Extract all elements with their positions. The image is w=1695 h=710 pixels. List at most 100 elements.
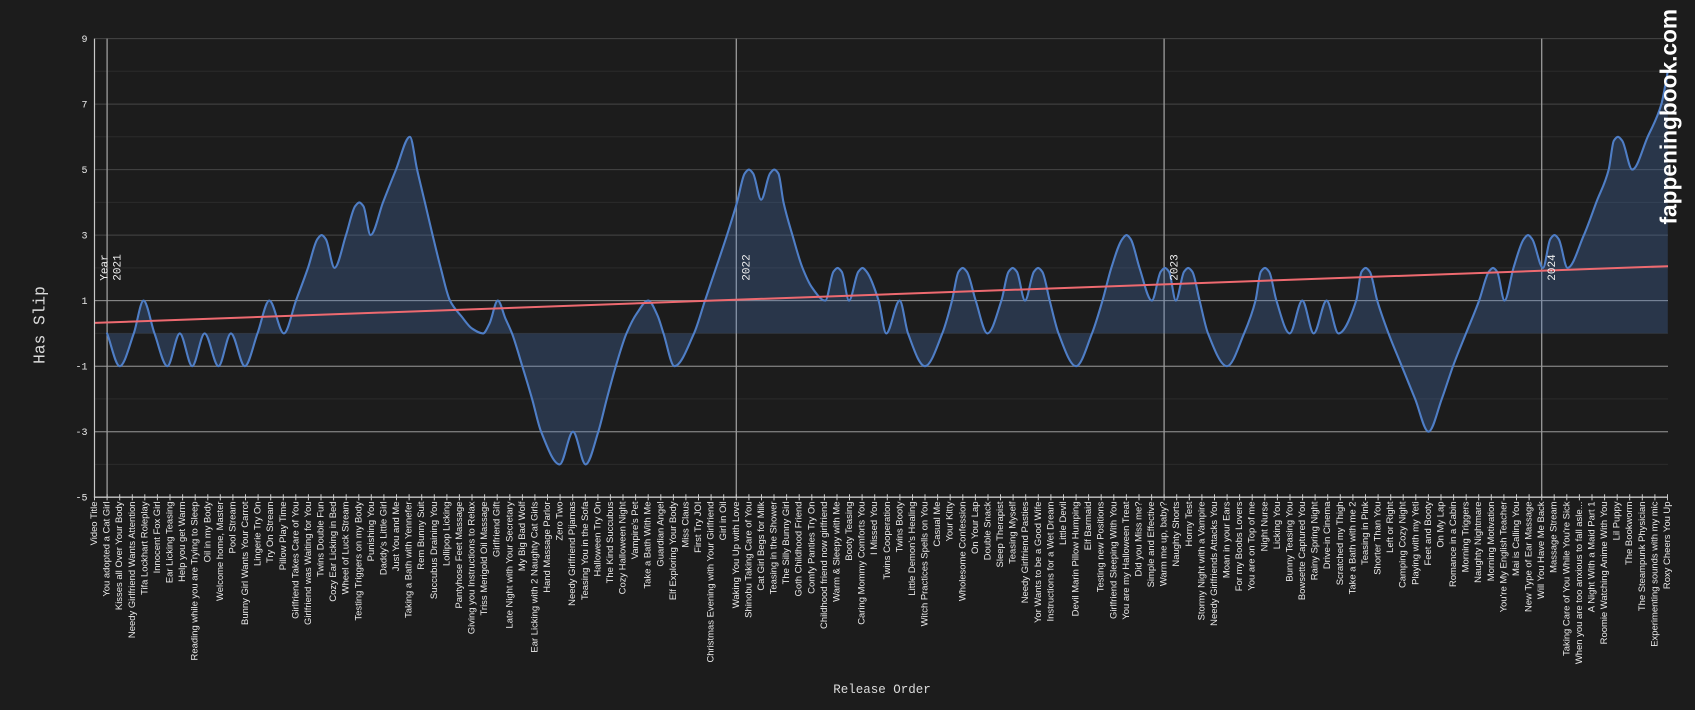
svg-text:Feet and Booty: Feet and Booty [1423,501,1434,565]
svg-text:Late Night with Your Secretary: Late Night with Your Secretary [504,501,515,628]
svg-text:Childhood friend now girlfrien: Childhood friend now girlfriend [819,502,830,629]
svg-text:Succubus Draining You: Succubus Draining You [429,502,440,600]
svg-text:Bunny Teasing You: Bunny Teasing You [1285,502,1296,582]
svg-text:3: 3 [81,232,87,243]
svg-text:Video Title: Video Title [89,502,100,546]
svg-text:The Bookworm: The Bookworm [1624,501,1635,565]
svg-text:Vampire's Pet: Vampire's Pet [630,501,641,559]
svg-text:Cat Girl Begs for Milk: Cat Girl Begs for Milk [756,501,767,590]
svg-text:Zero Two: Zero Two [555,502,566,541]
svg-text:Cozy Ear Licking in Bed: Cozy Ear Licking in Bed [328,502,339,602]
svg-text:Needy Girlfriends Attacks You: Needy Girlfriends Attacks You [1209,502,1220,626]
svg-text:Left or Right: Left or Right [1385,501,1396,553]
svg-text:Licking You: Licking You [1272,502,1283,550]
svg-text:You're My English Teacher: You're My English Teacher [1498,502,1509,613]
svg-text:Tifa Lockhart Roleplay: Tifa Lockhart Roleplay [139,501,150,595]
svg-text:Moan in your Ears: Moan in your Ears [1222,501,1233,578]
svg-text:Giving you Instructions to Rel: Giving you Instructions to Relax [467,501,478,634]
svg-text:Bowsette Captured You: Bowsette Captured You [1297,502,1308,601]
svg-text:Roxy Cheers You Up: Roxy Cheers You Up [1662,502,1673,590]
svg-text:Booty Teasing: Booty Teasing [844,502,855,561]
svg-text:Welcome home, Master: Welcome home, Master [215,502,226,601]
svg-text:Caring Mommy Comforts You: Caring Mommy Comforts You [857,502,868,625]
svg-text:Girlfriend was Waiting for You: Girlfriend was Waiting for You [303,502,314,625]
svg-text:Night Nurse: Night Nurse [1259,502,1270,552]
svg-text:9: 9 [81,35,87,46]
svg-text:Take a Bath with me 2: Take a Bath with me 2 [1347,502,1358,595]
svg-text:Halloween Try On: Halloween Try On [592,502,603,577]
svg-text:Girl in Oil: Girl in Oil [718,502,729,541]
svg-text:-5: -5 [75,494,87,505]
svg-text:Did you Miss me?: Did you Miss me? [1134,502,1145,577]
svg-text:Morning Motivation: Morning Motivation [1486,502,1497,582]
svg-text:Help you get Warm: Help you get Warm [177,501,188,582]
svg-text:Ear Licking Teasing: Ear Licking Teasing [165,502,176,584]
svg-text:Cozy Halloween Night: Cozy Halloween Night [618,501,629,594]
svg-text:Elf Exploring Your Body: Elf Exploring Your Body [668,501,679,600]
svg-text:Devil Marin Pillow Humping: Devil Marin Pillow Humping [1071,502,1082,617]
svg-text:Reading while you are Trying t: Reading while you are Trying to Sleep [190,502,201,661]
svg-text:Witch Practices Spells on You: Witch Practices Spells on You [920,502,931,627]
svg-text:Daddy's Little Girl: Daddy's Little Girl [378,502,389,576]
svg-text:Naughty Shorts: Naughty Shorts [1171,501,1182,566]
svg-text:A Night With a Maid Part 1: A Night With a Maid Part 1 [1587,502,1598,613]
svg-text:Testing new Positions: Testing new Positions [1096,501,1107,592]
svg-text:The Kind Succubus: The Kind Succubus [605,501,616,583]
svg-text:Teasing Myself: Teasing Myself [1008,501,1019,564]
svg-text:First Try JOI: First Try JOI [693,502,704,553]
svg-text:Try On Stream: Try On Stream [265,501,276,563]
svg-text:Your Kitty: Your Kitty [945,501,956,541]
svg-text:Guardian Angel: Guardian Angel [655,502,666,567]
svg-text:Hand Massage Parlor: Hand Massage Parlor [542,502,553,593]
svg-text:Casual Me: Casual Me [932,502,943,547]
svg-text:Just You and Me: Just You and Me [391,502,402,572]
svg-text:1: 1 [81,297,87,308]
svg-text:Waking You Up with Love: Waking You Up with Love [731,502,742,609]
svg-text:Little Demon's Healing: Little Demon's Healing [907,502,918,596]
svg-text:2023: 2023 [1170,254,1182,280]
svg-text:Comfy Panties Try On: Comfy Panties Try On [806,502,817,594]
svg-text:Miss Claus: Miss Claus [680,501,691,547]
svg-text:-1: -1 [75,363,87,374]
svg-text:Lingerie Try On: Lingerie Try On [253,502,264,567]
svg-text:The Silly Bunny Girl: The Silly Bunny Girl [781,502,792,585]
svg-text:Rem Bunny Suit: Rem Bunny Suit [416,501,427,570]
svg-text:Stormy Night with a Vampire: Stormy Night with a Vampire [1196,502,1207,621]
svg-text:2021: 2021 [113,254,125,281]
svg-text:Sleep Therapist: Sleep Therapist [995,501,1006,567]
svg-text:For my Boobs Lovers: For my Boobs Lovers [1234,501,1245,591]
svg-text:Experimenting sounds with my m: Experimenting sounds with my mic [1649,501,1660,647]
svg-text:Horny Test: Horny Test [1184,501,1195,546]
svg-text:Wholesome Confession: Wholesome Confession [957,502,968,602]
svg-text:Christmas Evening with Your Gi: Christmas Evening with Your Girlfriend [706,502,717,663]
svg-text:5: 5 [81,166,87,177]
svg-text:2022: 2022 [742,254,754,280]
svg-text:7: 7 [81,101,87,112]
svg-text:fappeningbook.com: fappeningbook.com [1656,9,1682,225]
svg-text:Take a Bath With Me: Take a Bath With Me [643,502,654,589]
svg-text:Playing with my Yeti: Playing with my Yeti [1410,502,1421,585]
svg-text:Punishing You: Punishing You [366,502,377,562]
svg-text:Teasing in Pink: Teasing in Pink [1360,501,1371,565]
svg-text:Mai is Calling You: Mai is Calling You [1511,502,1522,577]
svg-text:My Big Bad Wolf: My Big Bad Wolf [517,501,528,571]
svg-text:Innocent Fox Girl: Innocent Fox Girl [152,502,163,574]
svg-text:Needy Girlfriend Pasties: Needy Girlfriend Pasties [1020,501,1031,603]
svg-text:On My Lap: On My Lap [1436,502,1447,548]
svg-text:Girlfriend Sleeping With You: Girlfriend Sleeping With You [1108,502,1119,620]
svg-text:Triss Merigold Oil Massage: Triss Merigold Oil Massage [479,502,490,616]
svg-text:Shorter Than You: Shorter Than You [1373,502,1384,575]
svg-text:Pillow Play Time: Pillow Play Time [278,502,289,571]
svg-text:Yor Wants to be a Good Wife: Yor Wants to be a Good Wife [1033,502,1044,624]
svg-text:Needy Girlfriend Pijamas: Needy Girlfriend Pijamas [567,501,578,606]
svg-text:Warm me up, baby?: Warm me up, baby? [1159,502,1170,587]
svg-text:Little Devil: Little Devil [1058,502,1069,546]
svg-text:Teasing You in the Sofa: Teasing You in the Sofa [580,501,591,600]
svg-text:Needy Girlfriend Wants Attenti: Needy Girlfriend Wants Attention [127,502,138,639]
svg-text:Drive-in Cinema: Drive-in Cinema [1322,501,1333,569]
svg-text:Twins Double Fun: Twins Double Fun [316,502,327,578]
svg-text:Lil Puppy: Lil Puppy [1612,501,1623,540]
svg-text:New Type of Ear Massage: New Type of Ear Massage [1524,502,1535,613]
svg-text:Has Slip: Has Slip [32,286,50,364]
svg-text:Double Snack: Double Snack [983,501,994,560]
